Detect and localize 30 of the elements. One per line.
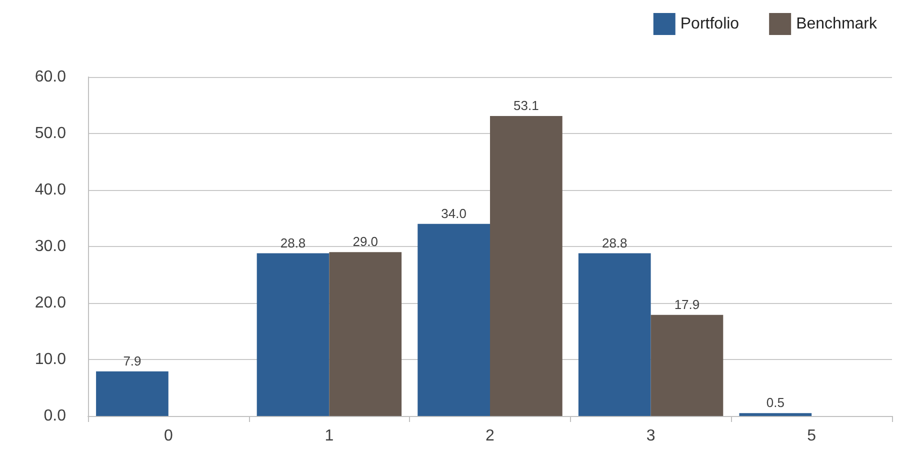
data-label: 28.8 [602, 235, 628, 250]
bar [256, 253, 330, 416]
y-tick-label: 30.0 [34, 238, 66, 255]
bar [96, 371, 168, 416]
x-tick-label: 1 [324, 428, 334, 444]
bar [578, 253, 651, 416]
bar [329, 252, 402, 416]
data-label: 34.0 [441, 206, 466, 221]
data-label: 28.8 [280, 235, 306, 250]
x-tick-label: 2 [486, 428, 495, 444]
legend-label: Benchmark [796, 16, 878, 32]
data-label: 0.5 [766, 395, 784, 410]
y-tick-label: 10.0 [34, 351, 66, 368]
x-tick-label: 5 [807, 428, 816, 444]
bar [490, 116, 562, 416]
data-label: 17.9 [674, 296, 700, 312]
data-label: 53.1 [514, 98, 539, 113]
y-tick-label: 50.0 [34, 125, 66, 142]
x-tick-label: 0 [164, 428, 173, 444]
data-label: 29.0 [352, 234, 378, 250]
legend-label: Portfolio [680, 16, 740, 32]
bar [650, 314, 724, 416]
y-tick-label: 20.0 [34, 294, 66, 312]
x-tick-label: 3 [646, 428, 656, 444]
bar [418, 224, 490, 416]
y-tick-label: 40.0 [34, 182, 66, 198]
data-label: 7.9 [123, 353, 142, 368]
bar [739, 413, 812, 416]
y-tick-label: 60.0 [34, 68, 66, 86]
y-tick-label: 0.0 [44, 408, 66, 424]
